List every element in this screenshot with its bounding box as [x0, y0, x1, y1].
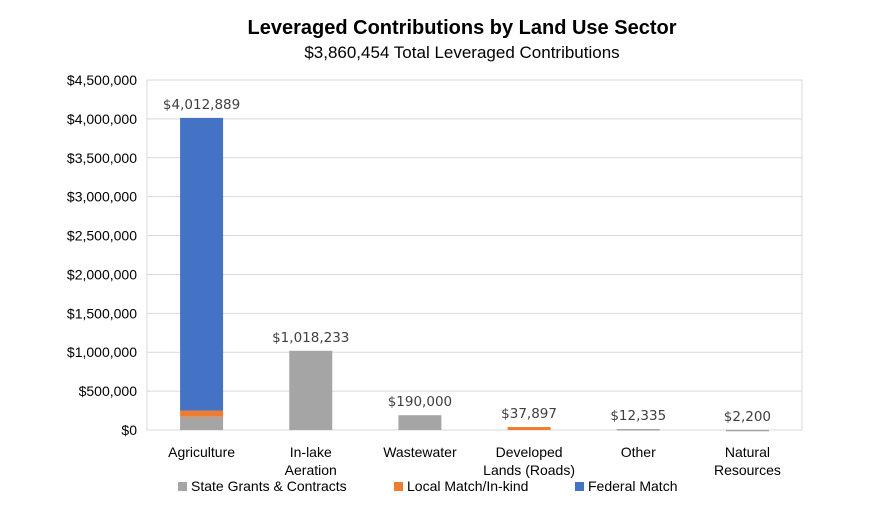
bar-segment	[180, 117, 224, 411]
data-label: $12,335	[610, 408, 666, 424]
x-tick-label: Developed	[496, 444, 563, 460]
bar-segment	[289, 350, 333, 430]
y-tick-label: $4,000,000	[67, 111, 137, 127]
data-label: $4,012,889	[163, 97, 240, 113]
data-label: $2,200	[724, 409, 771, 425]
legend-swatch	[178, 482, 187, 491]
y-tick-label: $3,500,000	[67, 150, 137, 166]
x-tick-label: Agriculture	[168, 444, 235, 460]
chart-title: Leveraged Contributions by Land Use Sect…	[248, 17, 677, 39]
bar-segment	[398, 415, 442, 430]
y-tick-label: $1,000,000	[67, 344, 137, 360]
plot-area: $0 $500,000 $1,000,000 $1,500,000 $2,000,000…	[67, 72, 803, 478]
data-label: $1,018,233	[272, 330, 349, 346]
legend-label: Federal Match	[588, 478, 677, 494]
y-tick-label: $500,000	[79, 383, 138, 399]
bar-segment	[725, 429, 769, 432]
x-tick-label: Lands (Roads)	[483, 462, 575, 478]
y-tick-label: $0	[121, 422, 137, 438]
bar-segment	[616, 429, 660, 431]
data-label: $190,000	[388, 394, 452, 410]
legend-swatch	[575, 482, 584, 491]
chart-subtitle: $3,860,454 Total Leveraged Contributions	[304, 43, 619, 62]
legend: State Grants & Contracts Local Match/In-k…	[178, 478, 677, 494]
legend-label: Local Match/In-kind	[407, 478, 528, 494]
bar-segment	[507, 427, 551, 430]
x-tick-label: In-lake	[290, 444, 332, 460]
x-tick-label: Other	[621, 444, 656, 460]
y-tick-label: $3,000,000	[67, 189, 137, 205]
legend-label: State Grants & Contracts	[191, 478, 347, 494]
plot-border	[146, 79, 803, 431]
y-tick-label: $1,500,000	[67, 305, 137, 321]
y-tick-label: $2,500,000	[67, 228, 137, 244]
bar-segment	[180, 416, 224, 430]
x-tick-label: Aeration	[285, 462, 337, 478]
legend-swatch	[394, 482, 403, 491]
y-tick-label: $2,000,000	[67, 266, 137, 282]
bar-segment	[180, 410, 224, 417]
x-tick-label: Wastewater	[383, 444, 457, 460]
x-tick-label: Natural	[725, 444, 770, 460]
x-tick-label: Resources	[714, 462, 781, 478]
data-label: $37,897	[501, 406, 557, 422]
y-tick-label: $4,500,000	[67, 72, 137, 88]
